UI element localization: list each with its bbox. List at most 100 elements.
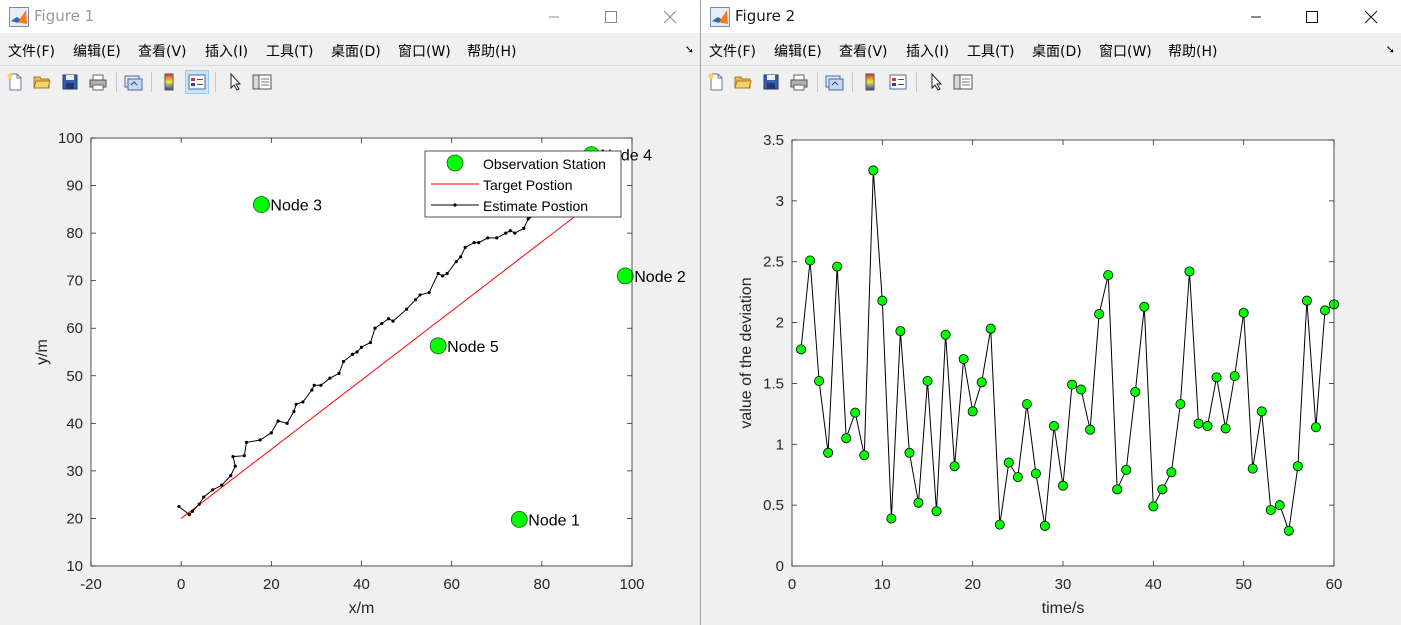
new-file-icon[interactable] [3,70,27,94]
estimate-point [418,293,422,297]
estimate-point [441,274,445,278]
y-tick-label: 3 [776,193,784,210]
deviation-plot[interactable]: 0 10 20 30 40 50 60 0 0.5 1 1.5 2 2.5 3 3.5 time/s value… [701,98,1401,625]
deviation-point [1292,461,1303,472]
new-file-icon[interactable] [704,70,728,94]
y-tick-label: 1 [776,436,784,453]
menu-edit[interactable]: 编辑(E) [774,44,822,60]
deviation-point [904,447,915,458]
deviation-point [1238,307,1249,318]
menu-insert[interactable]: 插入(I) [205,44,249,60]
maximize-icon [605,10,617,23]
estimate-point [312,383,316,387]
deviation-point [1012,472,1023,483]
toolbar-separator [916,72,917,92]
deviation-point [940,329,951,340]
pointer-icon[interactable] [223,70,247,94]
toolbar [701,65,1401,99]
menu-tools[interactable]: 工具(T) [266,44,314,60]
menu-window[interactable]: 窗口(W) [398,44,451,60]
print-icon[interactable] [86,70,110,94]
colorbar-icon[interactable] [157,70,181,94]
legend-entry: Observation Station [483,156,606,172]
menu-tools[interactable]: 工具(T) [967,44,1015,60]
maximize-button[interactable] [1289,0,1335,33]
x-tick-label: 10 [874,576,891,593]
estimate-point [269,431,273,435]
menu-edit[interactable]: 编辑(E) [73,44,121,60]
deviation-point [1148,501,1159,512]
menu-file[interactable]: 文件(F) [8,44,55,60]
y-tick-label: 20 [66,510,83,527]
deviation-point [1247,463,1258,474]
deviation-point [1310,422,1321,433]
deviation-point [850,407,861,418]
figure-2-window: Figure 2 文件(F) 编辑(E) 查看(V) 插入(I) 工具(T) 桌… [701,0,1401,625]
deviation-point [796,344,807,355]
maximize-button[interactable] [588,0,634,33]
link-plot-icon[interactable] [121,70,145,94]
estimate-point [355,350,359,354]
menu-help[interactable]: 帮助(H) [1168,44,1218,60]
estimate-point [436,271,440,276]
deviation-point [1193,418,1204,429]
menu-desktop[interactable]: 桌面(D) [1032,44,1082,60]
deviation-point [805,255,816,266]
estimate-point [292,409,296,414]
deviation-point [814,375,825,386]
estimate-point [359,345,364,349]
deviation-point [1094,309,1105,320]
y-tick-label: 90 [66,178,83,195]
deviation-point [1211,372,1222,383]
matlab-icon [710,7,730,27]
figure-canvas: 0 10 20 30 40 50 60 0 0.5 1 1.5 2 2.5 3 3.5 time/s value… [701,98,1401,625]
menu-file[interactable]: 文件(F) [709,44,756,60]
minimize-button[interactable] [1233,0,1279,33]
property-editor-icon[interactable] [951,70,975,94]
menu-desktop[interactable]: 桌面(D) [331,44,381,60]
y-tick-label: 50 [66,368,83,385]
open-folder-icon[interactable] [30,70,54,94]
minimize-button[interactable] [531,0,577,33]
x-tick-label: -20 [80,576,102,593]
estimate-point [391,319,395,323]
close-button[interactable] [647,0,693,33]
dock-arrow-icon[interactable]: ➘ [684,43,694,56]
estimate-point [350,352,355,356]
menu-window[interactable]: 窗口(W) [1099,44,1152,60]
y-tick-label: 40 [66,415,83,432]
x-tick-label: 50 [1235,576,1252,593]
dock-arrow-icon[interactable]: ➘ [1385,43,1395,56]
estimate-point [258,438,262,442]
x-tick-label: 40 [1145,576,1162,593]
property-editor-icon[interactable] [250,70,274,94]
deviation-point [1157,484,1168,495]
close-button[interactable] [1348,0,1394,33]
colorbar-icon[interactable] [858,70,882,94]
estimate-point [495,236,499,240]
menu-help[interactable]: 帮助(H) [467,44,517,60]
matlab-icon [9,7,29,27]
y-tick-label: 1.5 [763,375,784,392]
legend-icon[interactable] [886,70,910,94]
estimate-point [477,241,481,245]
link-plot-icon[interactable] [822,70,846,94]
menu-view[interactable]: 查看(V) [839,44,888,60]
save-icon[interactable] [58,70,82,94]
trajectory-plot[interactable]: -20 0 20 40 60 80 100 10 20 30 40 50 60 70 80 90 100 Node… [0,98,700,625]
legend-entry: Estimate Postion [483,198,588,214]
open-folder-icon[interactable] [731,70,755,94]
save-icon[interactable] [759,70,783,94]
figure-1-window: Figure 1 文件(F) 编辑(E) 查看(V) 插入(I) 工具(T) 桌… [0,0,700,625]
menu-insert[interactable]: 插入(I) [906,44,950,60]
y-tick-label: 2 [776,315,784,332]
menu-bar: 文件(F) 编辑(E) 查看(V) 插入(I) 工具(T) 桌面(D) 窗口(W… [0,33,700,65]
target-line [180,213,579,519]
toolbar-separator [116,72,117,92]
deviation-point [1283,525,1294,536]
menu-view[interactable]: 查看(V) [138,44,187,60]
toolbar [0,65,700,99]
print-icon[interactable] [787,70,811,94]
pointer-icon[interactable] [924,70,948,94]
legend-icon[interactable] [185,70,209,94]
